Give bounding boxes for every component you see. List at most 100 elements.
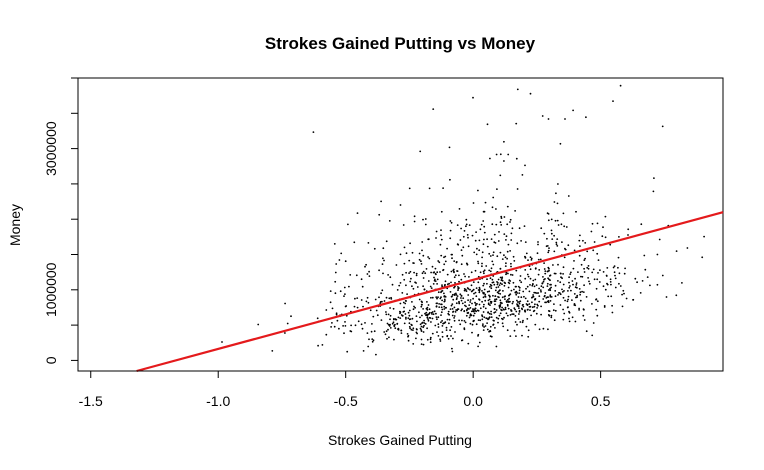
data-point bbox=[434, 280, 437, 282]
data-point bbox=[524, 255, 526, 258]
data-point bbox=[585, 296, 588, 298]
data-point bbox=[418, 311, 420, 314]
data-point bbox=[460, 294, 463, 297]
data-point bbox=[373, 330, 376, 333]
x-tick-label: -1.5 bbox=[79, 393, 103, 409]
data-point bbox=[475, 295, 478, 298]
data-point bbox=[334, 280, 337, 283]
data-point bbox=[436, 271, 439, 274]
data-point bbox=[530, 259, 533, 261]
data-point bbox=[540, 285, 543, 288]
data-point bbox=[401, 273, 404, 276]
data-point bbox=[399, 282, 402, 284]
data-point bbox=[613, 271, 616, 274]
data-point bbox=[329, 290, 332, 292]
data-point bbox=[415, 282, 417, 284]
data-point bbox=[459, 323, 462, 326]
data-point bbox=[537, 243, 539, 246]
data-point bbox=[550, 316, 553, 319]
data-point bbox=[481, 314, 483, 316]
data-point bbox=[435, 237, 437, 239]
data-point bbox=[611, 304, 613, 307]
y-tick-label: 1000000 bbox=[43, 262, 59, 317]
data-point bbox=[549, 289, 552, 292]
data-point bbox=[592, 268, 595, 271]
data-point bbox=[348, 285, 350, 288]
data-point bbox=[401, 292, 404, 294]
data-point bbox=[458, 274, 460, 277]
data-point bbox=[360, 278, 363, 281]
data-point bbox=[388, 336, 390, 339]
data-point bbox=[472, 281, 475, 283]
data-point bbox=[518, 286, 521, 289]
data-point bbox=[443, 308, 446, 310]
data-point bbox=[466, 312, 469, 314]
data-point bbox=[513, 329, 516, 332]
data-point bbox=[482, 311, 485, 313]
data-point bbox=[507, 272, 509, 275]
data-point bbox=[418, 258, 421, 261]
data-point bbox=[416, 320, 418, 323]
data-point bbox=[550, 229, 553, 232]
data-point bbox=[456, 308, 459, 310]
data-point bbox=[575, 284, 578, 286]
data-point bbox=[284, 302, 286, 305]
data-point bbox=[468, 304, 471, 306]
data-point bbox=[481, 265, 483, 268]
data-point bbox=[436, 318, 438, 321]
data-point bbox=[379, 301, 382, 303]
data-point bbox=[523, 310, 526, 312]
data-point bbox=[428, 311, 431, 314]
data-point bbox=[508, 297, 510, 300]
data-point bbox=[486, 245, 489, 248]
data-point bbox=[355, 274, 358, 277]
data-point bbox=[389, 307, 391, 309]
data-point bbox=[507, 286, 510, 289]
data-point bbox=[564, 118, 566, 120]
data-point bbox=[345, 305, 348, 307]
data-point bbox=[675, 250, 678, 253]
data-point bbox=[271, 350, 274, 352]
data-point bbox=[221, 341, 223, 343]
data-point bbox=[514, 308, 516, 311]
data-point bbox=[495, 298, 498, 301]
data-point bbox=[529, 268, 532, 271]
data-point bbox=[402, 301, 405, 304]
data-point bbox=[495, 345, 498, 348]
data-point bbox=[502, 290, 504, 292]
data-point bbox=[437, 260, 440, 262]
data-point bbox=[475, 253, 478, 256]
data-point bbox=[407, 317, 410, 319]
data-point bbox=[592, 322, 595, 324]
data-point bbox=[424, 312, 426, 315]
data-point bbox=[459, 239, 462, 241]
data-point bbox=[540, 227, 543, 230]
data-point bbox=[509, 221, 511, 223]
data-point bbox=[486, 278, 488, 281]
data-point bbox=[426, 327, 428, 330]
data-point bbox=[478, 286, 481, 289]
data-point bbox=[393, 325, 396, 328]
data-point bbox=[568, 320, 571, 323]
data-point bbox=[453, 317, 455, 319]
data-point bbox=[562, 273, 564, 275]
data-point bbox=[501, 283, 503, 286]
data-point bbox=[573, 260, 575, 262]
data-point bbox=[331, 322, 333, 324]
data-point bbox=[432, 108, 435, 110]
data-point bbox=[496, 281, 498, 283]
data-point bbox=[563, 225, 566, 228]
data-point bbox=[465, 314, 468, 317]
data-point bbox=[422, 254, 425, 257]
data-point bbox=[498, 314, 501, 317]
data-point bbox=[521, 321, 524, 324]
data-point bbox=[517, 285, 520, 288]
data-point bbox=[482, 291, 484, 294]
data-point bbox=[486, 290, 489, 293]
data-point bbox=[440, 321, 442, 324]
data-point bbox=[578, 254, 581, 257]
data-point bbox=[429, 317, 432, 319]
data-point bbox=[397, 328, 400, 331]
data-point bbox=[470, 284, 473, 287]
data-point bbox=[595, 308, 598, 311]
